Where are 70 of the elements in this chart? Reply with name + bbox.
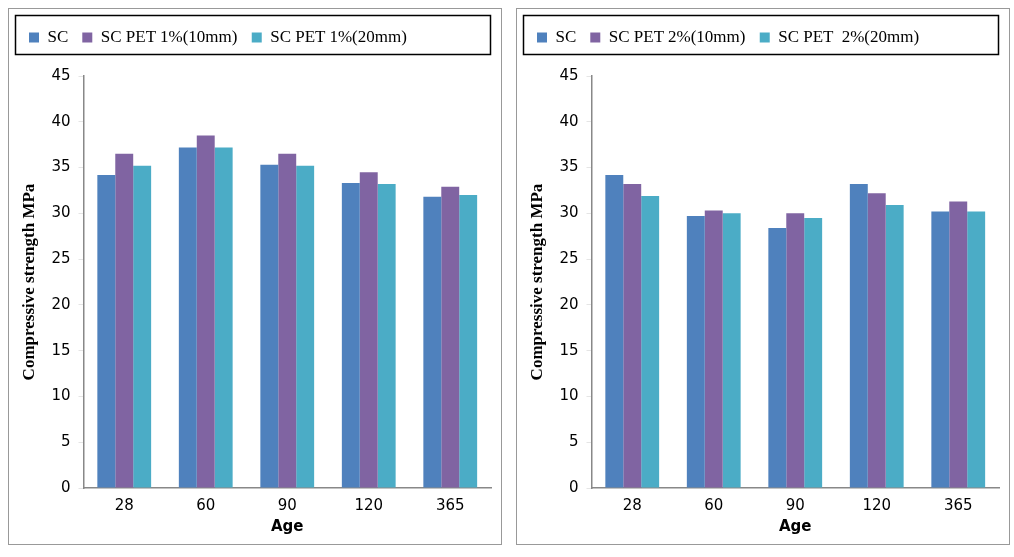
bar xyxy=(949,201,968,488)
bar xyxy=(359,172,378,488)
y-tick-label: 25 xyxy=(559,249,579,267)
x-tick-label: 120 xyxy=(354,495,384,514)
bar xyxy=(885,205,904,488)
y-tick-label: 45 xyxy=(559,65,579,84)
bar xyxy=(786,213,805,488)
bar xyxy=(768,227,787,488)
y-tick-label: 45 xyxy=(51,65,71,84)
x-tick-label: 60 xyxy=(704,495,724,514)
y-tick-label: 25 xyxy=(51,249,71,267)
bar xyxy=(704,210,723,488)
bar xyxy=(967,211,986,488)
legend-label: SC PET 2%(20mm) xyxy=(778,26,920,46)
y-tick-label: 15 xyxy=(559,340,579,359)
y-tick-label: 40 xyxy=(51,111,71,130)
x-tick-label: 365 xyxy=(435,495,465,514)
bar xyxy=(196,135,215,488)
bar xyxy=(115,153,134,488)
y-tick-label: 20 xyxy=(51,294,71,313)
x-axis-title: Age xyxy=(270,516,304,535)
bar xyxy=(849,184,868,488)
x-tick-label: 120 xyxy=(862,495,892,514)
bar xyxy=(931,211,950,488)
x-tick-label: 28 xyxy=(114,495,134,514)
bar xyxy=(867,193,886,488)
x-tick-label: 90 xyxy=(785,495,805,514)
y-tick-label: 35 xyxy=(51,157,71,176)
bar xyxy=(641,195,660,488)
bar xyxy=(341,183,360,488)
bar xyxy=(133,165,152,488)
y-tick-label: 35 xyxy=(559,157,579,176)
x-tick-label: 90 xyxy=(277,495,297,514)
legend-label: SC PET 2%(10mm) xyxy=(608,26,746,46)
bar xyxy=(260,164,279,488)
x-tick-label: 28 xyxy=(622,495,642,514)
bar xyxy=(605,174,624,488)
y-tick-label: 30 xyxy=(51,203,71,222)
y-tick-label: 0 xyxy=(60,477,71,496)
bar xyxy=(377,184,396,488)
bar xyxy=(423,196,442,488)
y-axis-title: Compressive strength MPa xyxy=(18,183,38,381)
x-tick-label: 365 xyxy=(943,495,973,514)
bar xyxy=(278,153,297,488)
bar xyxy=(804,217,823,488)
bar xyxy=(178,147,197,488)
bar xyxy=(214,147,233,488)
bar xyxy=(686,216,705,488)
legend-label: SC PET 1%(20mm) xyxy=(270,26,407,46)
y-tick-label: 20 xyxy=(559,294,579,313)
y-tick-label: 30 xyxy=(559,203,579,222)
y-tick-label: 5 xyxy=(60,432,71,451)
y-tick-label: 10 xyxy=(51,386,71,405)
y-tick-label: 15 xyxy=(51,340,71,359)
bar xyxy=(441,186,460,488)
bar xyxy=(97,174,116,488)
bar xyxy=(459,195,478,488)
legend-label: SC PET 1%(10mm) xyxy=(100,26,238,46)
bar xyxy=(623,184,642,488)
bar xyxy=(722,213,741,488)
x-tick-label: 60 xyxy=(196,495,216,514)
legend-label: SC xyxy=(555,26,577,46)
bar xyxy=(296,165,315,488)
legend-label: SC xyxy=(47,26,69,46)
x-axis-title: Age xyxy=(778,516,812,535)
y-tick-label: 0 xyxy=(568,477,579,496)
y-tick-label: 10 xyxy=(559,386,579,405)
y-axis-title: Compressive strength MPa xyxy=(526,183,546,381)
y-tick-label: 40 xyxy=(559,111,579,130)
y-tick-label: 5 xyxy=(568,432,579,451)
